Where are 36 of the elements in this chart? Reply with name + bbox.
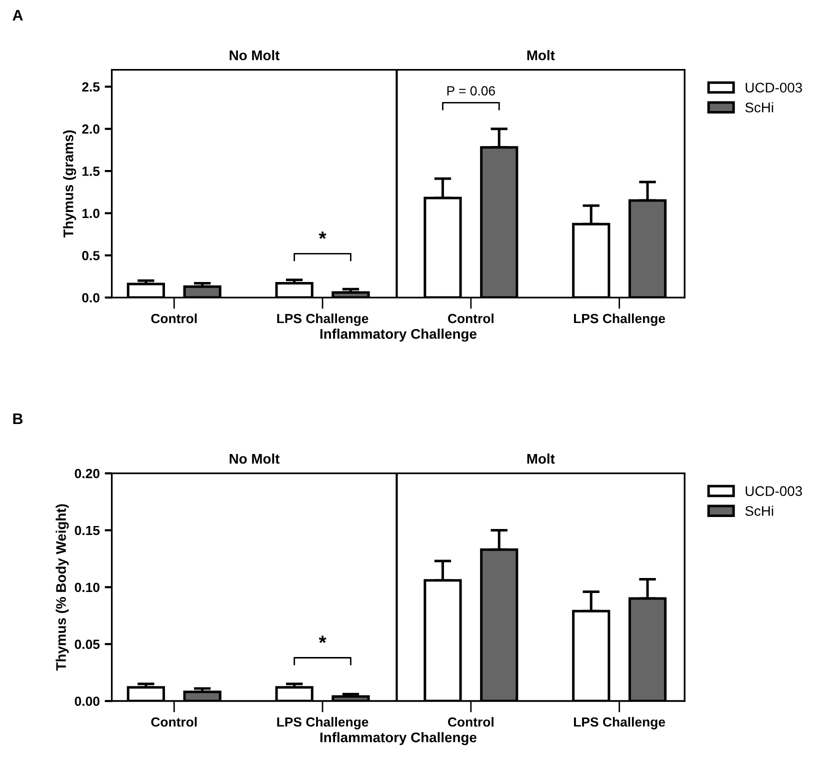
y-axis-title: Thymus (grams) [63,130,76,238]
x-tick-label: Control [151,716,197,727]
chart-title: B [13,413,23,424]
text: No Molt [230,50,280,60]
legend-label: ScHi [745,506,774,516]
y-tick-label: 0.15 [74,526,100,536]
y-tick-label: 1.0 [82,208,100,218]
y-tick-label: 0.05 [74,640,100,649]
y-tick-label: 0.00 [74,696,100,706]
y-axis-title: Thymus (% Body Weight) [56,504,69,671]
x-tick-label: LPS Challenge [574,716,666,730]
y-tick-label: 2.5 [82,82,100,92]
y-tick-label: 1.5 [82,166,100,176]
x-tick-label: LPS Challenge [574,314,666,326]
chart-title: A [12,10,23,20]
legend-label: ScHi [745,102,774,112]
annotation: * [318,232,326,239]
y-tick-label: 0.5 [82,250,100,260]
x-axis-title: Inflammatory Challenge [320,732,476,746]
y-tick-label: 2.0 [82,124,100,134]
x-tick-label: Control [448,716,494,727]
x-tick-label: LPS Challenge [277,314,368,326]
legend-label: UCD-003 [746,486,802,496]
annotation: P = 0.06 [447,86,495,96]
annotation: * [318,636,326,644]
legend-label: UCD-003 [746,82,802,93]
x-axis-title: Inflammatory Challenge [320,328,476,342]
y-tick-label: 0.20 [74,468,100,478]
text: Molt [527,50,555,60]
x-tick-label: LPS Challenge [277,716,368,730]
y-tick-label: 0.10 [74,582,100,592]
text: Molt [527,454,555,464]
x-tick-label: Control [448,314,494,324]
x-tick-label: Control [151,314,197,324]
y-tick-label: 0.0 [82,293,100,302]
text: No Molt [230,454,280,464]
